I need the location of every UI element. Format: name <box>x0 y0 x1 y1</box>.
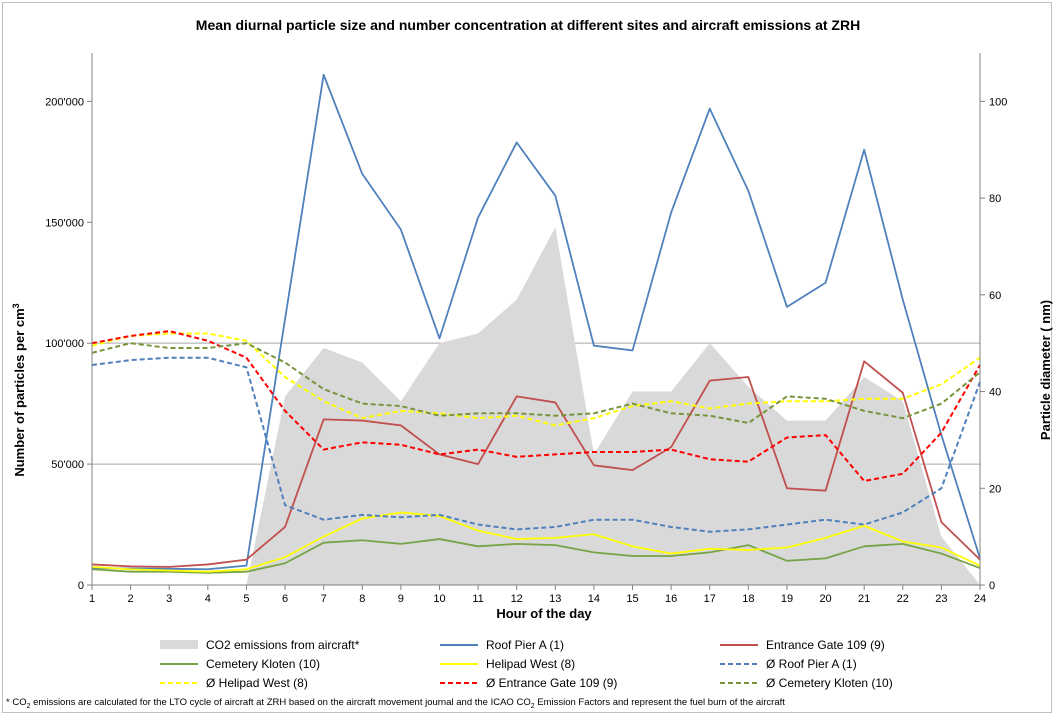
x-tick-label: 13 <box>549 593 561 605</box>
area-series-co2 <box>92 227 980 586</box>
x-tick-label: 17 <box>704 593 716 605</box>
x-tick-label: 24 <box>974 593 986 605</box>
x-tick-label: 14 <box>588 593 600 605</box>
y-axis-left-label: Number of particles per cm3 <box>11 303 27 476</box>
x-tick-label: 7 <box>321 593 327 605</box>
series-line-roof-pier-a-1 <box>91 73 981 571</box>
x-tick-label: 20 <box>819 593 831 605</box>
legend-label: Entrance Gate 109 (9) <box>766 638 885 652</box>
x-tick-label: 6 <box>282 593 288 605</box>
x-tick-label: 11 <box>472 593 483 605</box>
legend-label: Ø Entrance Gate 109 (9) <box>486 676 617 690</box>
series-line-cemetery-kloten-10 <box>91 538 981 574</box>
x-tick-label: 8 <box>359 593 365 605</box>
x-tick-label: 4 <box>205 593 211 605</box>
series-line-helipad-west-8 <box>91 511 981 573</box>
y-left-tick-label: 150'000 <box>45 217 84 229</box>
y-right-tick-label: 80 <box>989 193 1001 205</box>
y-right-tick-label: 40 <box>989 387 1001 399</box>
x-tick-label: 18 <box>742 593 754 605</box>
x-axis-label: Hour of the day <box>496 606 592 621</box>
legend-label: Ø Roof Pier A (1) <box>766 657 857 671</box>
legend-label: Cemetery Kloten (10) <box>206 657 320 671</box>
series-line-cemetery-kloten-10 <box>91 342 981 424</box>
x-tick-label: 16 <box>665 593 677 605</box>
legend-label: Ø Helipad West (8) <box>206 676 308 690</box>
y-left-tick-label: 0 <box>78 580 84 592</box>
legend-label: Ø Cemetery Kloten (10) <box>766 676 893 690</box>
y-left-tick-label: 100'000 <box>45 338 84 350</box>
x-tick-label: 3 <box>166 593 172 605</box>
x-tick-label: 1 <box>89 593 95 605</box>
x-tick-label: 9 <box>398 593 404 605</box>
footnote: * CO2 emissions are calculated for the L… <box>6 697 785 710</box>
y-left-tick-label: 200'000 <box>45 96 84 108</box>
x-tick-label: 5 <box>243 593 249 605</box>
line-layer <box>91 73 981 574</box>
legend-label: Helipad West (8) <box>486 657 575 671</box>
legend-swatch <box>160 640 198 649</box>
series-line-entrance-gate-109-9 <box>91 330 981 483</box>
tick-labels: 0 50'000 100'000 150'000 200'000 0 20 40 60 80 100… <box>45 96 1007 605</box>
x-tick-label: 21 <box>858 593 870 605</box>
series-line-roof-pier-a-1 <box>91 356 981 533</box>
x-tick-label: 19 <box>781 593 793 605</box>
x-tick-label: 22 <box>897 593 909 605</box>
area-layer <box>92 227 980 586</box>
chart-title: Mean diurnal particle size and number co… <box>196 17 860 33</box>
x-tick-label: 12 <box>511 593 523 605</box>
series-line-entrance-gate-109-9 <box>91 360 981 568</box>
legend-label: CO2 emissions from aircraft* <box>206 638 360 652</box>
y-right-tick-label: 0 <box>989 580 995 592</box>
x-tick-label: 2 <box>128 593 134 605</box>
axes <box>87 53 985 590</box>
legend: CO2 emissions from aircraft* Roof Pier A … <box>160 638 893 690</box>
x-tick-label: 23 <box>935 593 947 605</box>
series-line-helipad-west-8 <box>91 332 981 427</box>
y-right-tick-label: 60 <box>989 290 1001 302</box>
x-tick-label: 15 <box>626 593 638 605</box>
y-axis-right-label: Particle diameter ( nm) <box>1038 300 1053 440</box>
y-right-tick-label: 20 <box>989 483 1001 495</box>
y-right-tick-label: 100 <box>989 96 1007 108</box>
y-left-tick-label: 50'000 <box>51 459 84 471</box>
legend-label: Roof Pier A (1) <box>486 638 564 652</box>
x-tick-label: 10 <box>433 593 445 605</box>
